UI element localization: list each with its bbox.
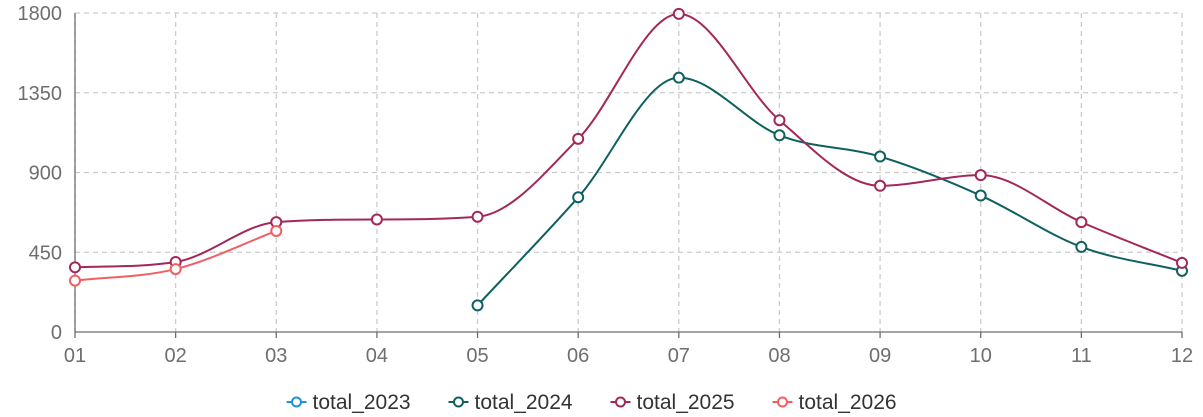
data-point[interactable]: [572, 132, 585, 145]
legend-label: total_2024: [475, 391, 573, 414]
data-point[interactable]: [471, 210, 484, 223]
x-tick-label: 04: [366, 345, 388, 367]
legend-item-total_2025[interactable]: total_2025: [610, 391, 735, 414]
y-tick-label: 900: [29, 163, 62, 185]
data-point[interactable]: [69, 261, 81, 274]
y-tick-label: 450: [29, 242, 62, 264]
legend-marker-icon: [453, 396, 464, 408]
x-tick-label: 10: [970, 345, 992, 367]
data-point[interactable]: [1075, 216, 1088, 229]
y-tick-label: 1800: [18, 3, 63, 25]
data-point[interactable]: [974, 189, 987, 202]
legend-item-total_2023[interactable]: total_2023: [286, 391, 411, 414]
legend-label: total_2023: [313, 391, 411, 414]
series-total_2025: [69, 7, 1188, 274]
data-point[interactable]: [672, 71, 685, 84]
data-point[interactable]: [1075, 240, 1088, 253]
data-point[interactable]: [672, 7, 685, 20]
legend-marker-icon: [615, 396, 626, 408]
data-point[interactable]: [1176, 256, 1188, 269]
data-point[interactable]: [773, 114, 786, 127]
x-tick-label: 05: [466, 345, 488, 367]
y-tick-label: 0: [51, 322, 62, 344]
legend-marker-icon: [777, 396, 788, 408]
x-tick-label: 02: [165, 345, 187, 367]
data-point[interactable]: [773, 129, 786, 142]
x-tick-label: 06: [567, 345, 589, 367]
x-tick-label: 07: [668, 345, 690, 367]
y-tick-label: 1350: [18, 83, 63, 105]
x-tick-label: 03: [265, 345, 287, 367]
series-layer: [69, 7, 1188, 312]
series-line: [74, 12, 1183, 269]
x-tick-label: 08: [768, 345, 790, 367]
data-point[interactable]: [169, 263, 182, 276]
data-point[interactable]: [572, 191, 585, 204]
grid: [74, 12, 1183, 332]
data-point[interactable]: [370, 213, 383, 226]
data-point[interactable]: [69, 274, 81, 287]
data-point[interactable]: [874, 150, 887, 163]
x-tick-label: 09: [869, 345, 891, 367]
data-point[interactable]: [874, 179, 887, 192]
series-line: [476, 76, 1183, 307]
x-tick-label: 11: [1071, 345, 1092, 367]
series-total_2024: [471, 71, 1188, 312]
legend: total_2023 total_2024 total_2025 total_2026: [286, 391, 897, 414]
legend-item-total_2024[interactable]: total_2024: [448, 391, 573, 414]
data-point[interactable]: [270, 224, 283, 237]
legend-label: total_2026: [799, 391, 897, 414]
data-point[interactable]: [471, 299, 484, 312]
series-total_2026: [69, 224, 283, 287]
legend-item-total_2026[interactable]: total_2026: [772, 391, 897, 414]
legend-marker-icon: [291, 396, 302, 408]
data-point[interactable]: [974, 169, 987, 182]
legend-label: total_2025: [637, 391, 735, 414]
x-tick-label: 01: [64, 345, 86, 367]
x-tick-label: 12: [1171, 345, 1193, 367]
axes: 0 450 900 1350 1800 01 02 03 04 05 06 07 08 09 10 11 12: [18, 3, 1194, 367]
